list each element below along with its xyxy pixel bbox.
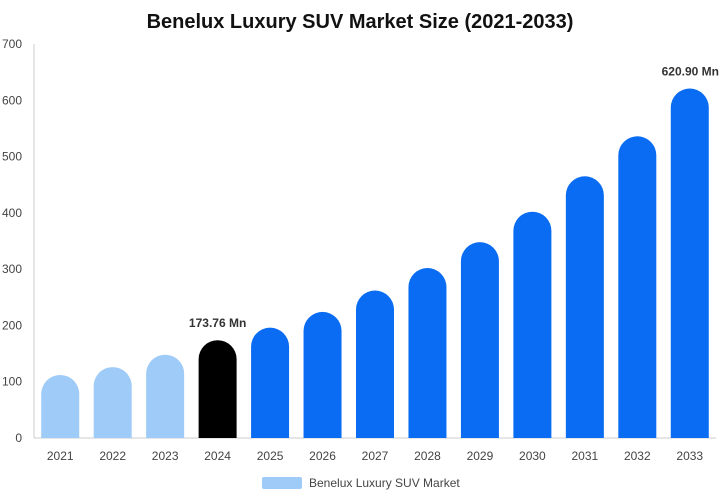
bar-2023[interactable] bbox=[146, 354, 185, 438]
data-label-2033: 620.90 Mn bbox=[662, 65, 719, 79]
bar-2022[interactable] bbox=[93, 367, 132, 438]
x-tick-label: 2021 bbox=[47, 449, 74, 463]
x-tick-label: 2029 bbox=[467, 449, 494, 463]
bar-2033[interactable] bbox=[670, 88, 709, 438]
x-tick-label: 2024 bbox=[204, 449, 231, 463]
y-tick-label: 700 bbox=[2, 37, 22, 51]
bar-2030[interactable] bbox=[513, 211, 552, 438]
x-tick-label: 2025 bbox=[257, 449, 284, 463]
x-tick-label: 2033 bbox=[676, 449, 703, 463]
bar-2024[interactable] bbox=[198, 340, 237, 438]
legend[interactable]: Benelux Luxury SUV Market bbox=[262, 476, 460, 490]
y-axis-ticks: 0 100 200 300 400 500 600 700 bbox=[2, 37, 22, 445]
data-labels: 173.76 Mn 620.90 Mn bbox=[189, 65, 719, 331]
bar-2031[interactable] bbox=[565, 176, 604, 439]
x-tick-label: 2030 bbox=[519, 449, 546, 463]
y-tick-label: 400 bbox=[2, 206, 22, 220]
x-tick-label: 2028 bbox=[414, 449, 441, 463]
bar-2027[interactable] bbox=[356, 290, 394, 438]
legend-swatch bbox=[262, 477, 302, 489]
bar-2029[interactable] bbox=[460, 242, 499, 438]
y-tick-label: 300 bbox=[2, 262, 22, 276]
x-tick-label: 2032 bbox=[624, 449, 651, 463]
bar-2026[interactable] bbox=[303, 311, 342, 438]
bar-2021[interactable] bbox=[41, 374, 80, 438]
x-tick-label: 2022 bbox=[99, 449, 126, 463]
bars bbox=[41, 88, 709, 439]
legend-label: Benelux Luxury SUV Market bbox=[309, 476, 460, 490]
x-tick-label: 2026 bbox=[309, 449, 336, 463]
data-label-2024: 173.76 Mn bbox=[189, 316, 246, 330]
y-tick-label: 0 bbox=[15, 431, 22, 445]
bar-2025[interactable] bbox=[251, 327, 290, 438]
chart-title: Benelux Luxury SUV Market Size (2021-203… bbox=[147, 11, 574, 33]
x-axis-ticks: 2021 2022 2023 2024 2025 2026 2027 2028 2029 2030… bbox=[47, 449, 704, 463]
x-tick-label: 2023 bbox=[152, 449, 179, 463]
y-tick-label: 600 bbox=[2, 93, 22, 107]
x-tick-label: 2031 bbox=[571, 449, 598, 463]
x-tick-label: 2027 bbox=[362, 449, 389, 463]
y-tick-label: 200 bbox=[2, 318, 22, 332]
bar-2028[interactable] bbox=[408, 268, 447, 438]
y-tick-label: 500 bbox=[2, 150, 22, 164]
bar-2032[interactable] bbox=[618, 136, 657, 438]
y-tick-label: 100 bbox=[2, 375, 22, 389]
